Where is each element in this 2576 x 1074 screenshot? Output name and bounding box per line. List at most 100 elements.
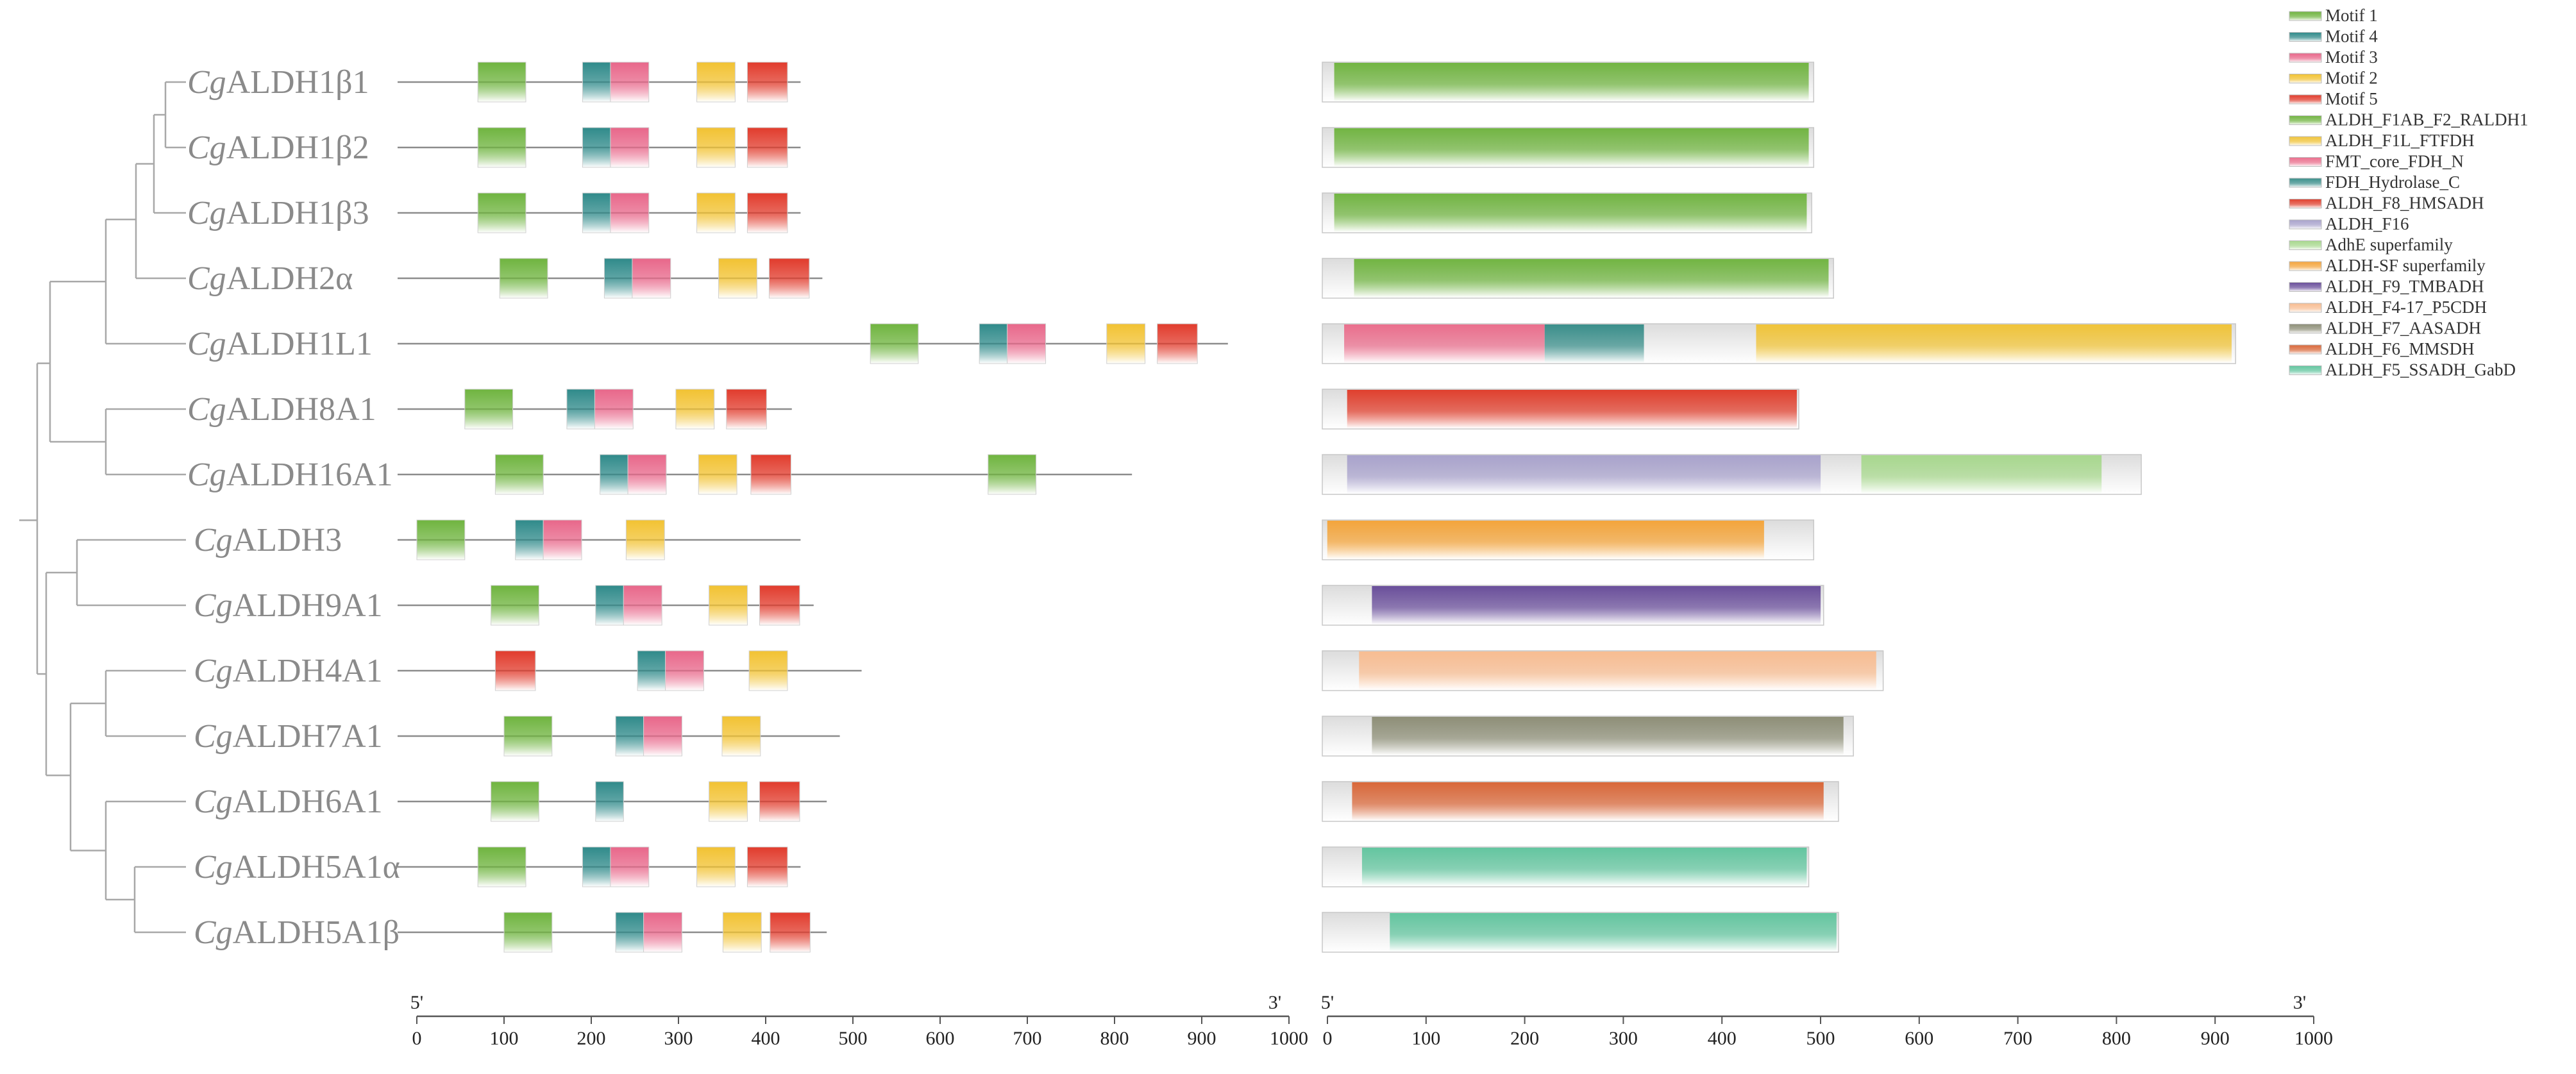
legend-label: ALDH_F7_AASADH [2325, 319, 2481, 338]
gene-label-prefix: Cg [187, 457, 226, 493]
right-tick-label: 500 [1806, 1028, 1835, 1049]
legend-swatch [2289, 199, 2322, 208]
gene-label: CgALDH2α [187, 260, 353, 297]
right-end-label: 3' [2293, 992, 2306, 1013]
left-tick-label: 100 [490, 1028, 519, 1049]
gene-label-name: ALDH5A1β [233, 914, 400, 951]
right-tick-label: 800 [2102, 1028, 2131, 1049]
motif-4-box [595, 781, 624, 822]
motif-2-box [696, 62, 736, 103]
legend-label: ALDH_F1AB_F2_RALDH1 [2325, 110, 2529, 130]
gene-label: CgALDH1L1 [187, 326, 373, 362]
motif-3-box [627, 454, 667, 495]
domain-aldh-f16 [1347, 455, 1821, 494]
legend-swatch [2289, 74, 2322, 83]
motif-1-box [491, 781, 539, 822]
domain-aldh-f7-aasadh [1372, 717, 1844, 755]
legend-swatch [2289, 136, 2322, 146]
motif-1-box [988, 454, 1037, 495]
gene-label-prefix: Cg [194, 849, 233, 885]
motif-3-box [610, 62, 650, 103]
legend-label: ALDH_F5_SSADH_GabD [2325, 360, 2516, 380]
motif-1-box [477, 192, 526, 233]
gene-label: CgALDH1β3 [187, 195, 369, 231]
gene-label: CgALDH4A1 [194, 653, 383, 689]
legend-label: Motif 3 [2325, 47, 2378, 67]
legend-swatch [2289, 178, 2322, 188]
gene-label: CgALDH8A1 [187, 391, 376, 428]
legend-swatch [2289, 240, 2322, 250]
motif-1-box [477, 846, 526, 887]
left-tick-label: 0 [412, 1028, 422, 1049]
legend-swatch [2289, 344, 2322, 355]
motif-1-box [477, 62, 526, 103]
motif-1-box [503, 912, 553, 953]
motif-5-box [1157, 323, 1198, 364]
motif-3-box [610, 127, 650, 168]
motif-5-box [770, 912, 811, 953]
motif-1-box [464, 389, 514, 430]
motif-4-box [582, 62, 611, 103]
motif-3-box [1007, 323, 1047, 364]
domain-fmt-core-fdh-n [1344, 324, 1545, 363]
legend-swatch [2289, 94, 2322, 105]
legend-label: ALDH_F6_MMSDH [2325, 339, 2475, 358]
motif-1-box [494, 454, 544, 495]
right-tick-label: 300 [1609, 1028, 1638, 1049]
motif-2-box [625, 519, 665, 560]
gene-label-name: ALDH9A1 [233, 587, 383, 624]
gene-label: CgALDH1β2 [187, 130, 369, 166]
motif-2-box [721, 716, 761, 757]
gene-label: CgALDH6A1 [194, 784, 383, 820]
motif-5-box [746, 62, 788, 103]
gene-label-prefix: Cg [187, 64, 226, 101]
motif-4-box [515, 519, 544, 560]
gene-label-prefix: Cg [194, 914, 233, 951]
legend-label: ALDH_F8_HMSADH [2325, 194, 2484, 213]
gene-label-prefix: Cg [187, 391, 226, 428]
legend-label: Motif 5 [2325, 89, 2378, 108]
gene-label-name: ALDH5A1α [233, 849, 400, 885]
motif-tracks [398, 62, 1228, 953]
gene-label-name: ALDH8A1 [226, 391, 376, 428]
motif-2-box [748, 650, 788, 691]
domain-adhe-superfamily [1861, 455, 2102, 494]
left-end-label: 3' [1268, 992, 1281, 1013]
motif-4-box [582, 846, 611, 887]
gene-label-prefix: Cg [194, 718, 233, 755]
gene-label-prefix: Cg [187, 260, 226, 297]
legend-label: FMT_core_FDH_N [2325, 152, 2464, 171]
legend-swatch [2289, 219, 2322, 230]
gene-labels: CgALDH1β1CgALDH1β2CgALDH1β3CgALDH2αCgALD… [187, 64, 400, 951]
motif-4-box [979, 323, 1008, 364]
legend-swatch [2289, 282, 2322, 292]
motif-3-box [665, 650, 704, 691]
legend-label: Motif 1 [2325, 6, 2378, 25]
right-tick-label: 200 [1510, 1028, 1539, 1049]
motif-2-box [696, 127, 736, 168]
legend-label: FDH_Hydrolase_C [2325, 172, 2460, 192]
motif-3-box [623, 585, 662, 626]
left-tick-label: 200 [577, 1028, 606, 1049]
gene-label-name: ALDH1β1 [226, 64, 369, 101]
legend-label: ALDH_F1L_FTFDH [2325, 131, 2475, 150]
left-start-label: 5' [410, 992, 423, 1013]
motif-4-box [595, 585, 624, 626]
domain-aldh-f4-17-p5cdh [1359, 651, 1876, 690]
motif-1-box [477, 127, 526, 168]
motif-1-box [870, 323, 919, 364]
gene-label-prefix: Cg [187, 130, 226, 166]
gene-label-name: ALDH1β3 [226, 195, 369, 231]
right-tick-label: 0 [1323, 1028, 1333, 1049]
motif-5-box [750, 454, 791, 495]
legend-label: AdhE superfamily [2325, 235, 2453, 255]
legend-swatch [2289, 32, 2322, 42]
domain-aldh-f5-ssadh-gabd [1390, 913, 1837, 952]
motif-2-box [718, 258, 757, 299]
domain-aldh-f1ab-f2-raldh1 [1334, 63, 1809, 101]
right-tick-label: 900 [2201, 1028, 2230, 1049]
legend-swatch [2289, 261, 2322, 271]
domain-aldh-f1ab-f2-raldh1 [1334, 194, 1807, 232]
